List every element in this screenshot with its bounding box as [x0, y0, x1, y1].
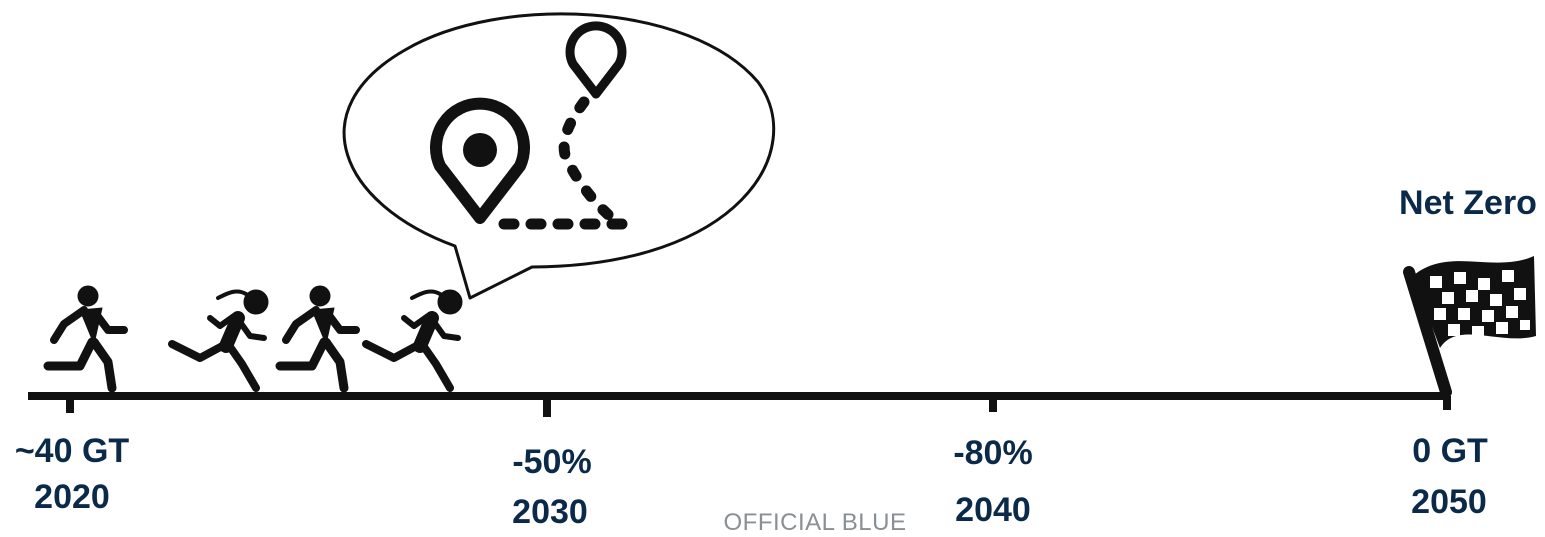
- running-man-icon: [48, 286, 124, 388]
- speech-bubble: [342, 12, 776, 300]
- running-man-icon: [280, 286, 356, 388]
- running-woman-icon: [366, 290, 462, 388]
- milestone-value-2040: -80%: [953, 434, 1033, 472]
- milestone-year-2050: 2050: [1411, 483, 1487, 521]
- checkered-flag-icon: [1403, 256, 1536, 398]
- milestone-year-2020: 2020: [34, 478, 110, 516]
- route-map-pin-icon: [430, 21, 630, 230]
- milestone-year-2040: 2040: [955, 491, 1031, 529]
- axis-tick-2030: [543, 396, 551, 417]
- classification-footer: OFFICIAL BLUE: [723, 509, 907, 536]
- milestone-value-2030: -50%: [512, 443, 592, 481]
- milestone-year-2030: 2030: [512, 493, 588, 531]
- milestone-value-2050: 0 GT: [1412, 432, 1488, 470]
- axis-tick-2020: [66, 396, 74, 413]
- running-woman-icon: [172, 290, 268, 388]
- milestone-value-2020: ~40 GT: [14, 432, 130, 470]
- axis-tick-2040: [989, 396, 997, 412]
- goal-label: Net Zero: [1399, 184, 1537, 222]
- axis-tick-2050: [1443, 396, 1451, 410]
